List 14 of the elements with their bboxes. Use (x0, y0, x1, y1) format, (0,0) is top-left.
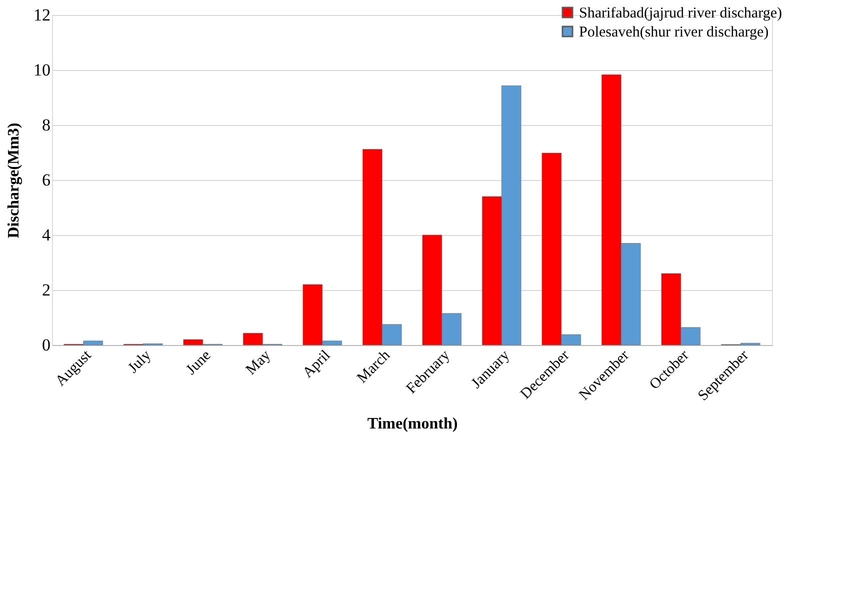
y-tick-label: 12 (34, 6, 50, 24)
y-tick-label: 0 (42, 336, 50, 354)
legend-label: Sharifabad(jajrud river discharge) (579, 6, 782, 22)
y-tick-label: 8 (42, 116, 50, 134)
legend-label: Polesaveh(shur river discharge) (579, 24, 769, 40)
y-tick-label: 2 (42, 280, 50, 300)
y-tick-label: 4 (42, 226, 51, 244)
x-axis-title: Time(month) (367, 415, 458, 432)
x-tick-label: May (243, 347, 274, 378)
y-tick-label: 10 (34, 60, 50, 80)
y-tick-label: 6 (42, 170, 50, 190)
y-axis-title: Discharge(Mm3) (6, 122, 22, 238)
x-tick-label: June (183, 347, 214, 378)
x-tick-label: July (125, 347, 155, 376)
